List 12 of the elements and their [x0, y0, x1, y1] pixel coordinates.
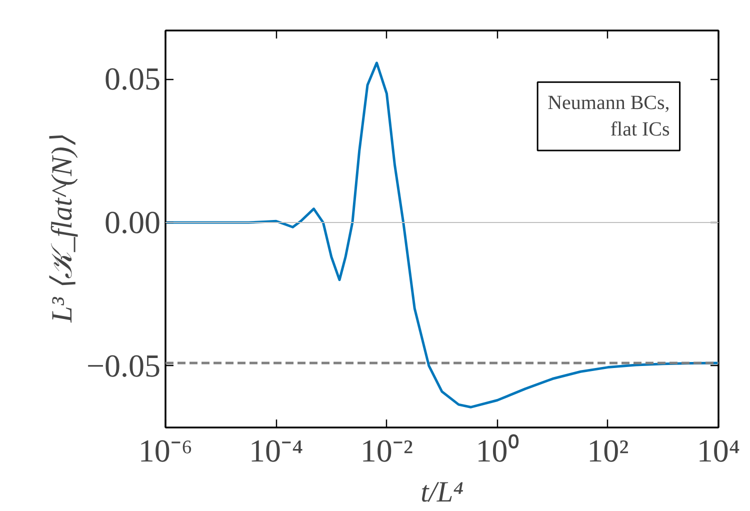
x-axis-title: t/L⁴	[420, 476, 464, 508]
y-axis-title: L³ ⟨𝒦_flat^(N)⟩	[46, 134, 78, 324]
x-tick-label: 10⁰	[476, 432, 519, 468]
x-tick-label: 10⁴	[696, 432, 740, 468]
y-tick-label: 0.00	[104, 204, 160, 240]
x-tick-label: 10⁻²	[360, 432, 413, 468]
y-tick-label: −0.05	[86, 347, 160, 384]
x-tick-label: 10⁻⁴	[249, 432, 304, 468]
x-tick-label: 10²	[587, 432, 629, 468]
y-tick-label: 0.05	[104, 60, 160, 97]
x-tick-label: 10⁻⁶	[138, 432, 193, 468]
annotation: Neumann BCs, flat ICs	[548, 92, 670, 141]
